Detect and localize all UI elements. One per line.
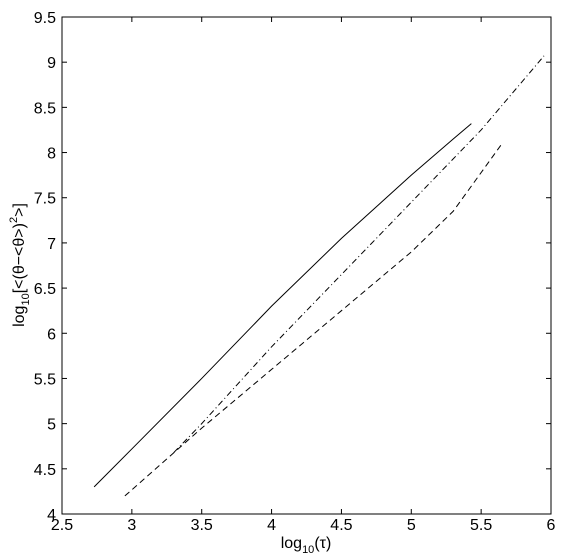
- y-tick-label: 7.5: [34, 191, 56, 208]
- y-tick-label: 4: [47, 507, 56, 524]
- line-series: [173, 55, 545, 453]
- y-tick-label: 4.5: [34, 462, 56, 479]
- x-tick-label: 5.5: [470, 517, 492, 534]
- x-tick-label: 3.5: [191, 517, 213, 534]
- x-tick-label: 2.5: [51, 517, 73, 534]
- y-axis-label: log10[<(θ−<θ>)2>]: [8, 203, 32, 327]
- y-tick-label: 8: [47, 146, 56, 163]
- line-series: [124, 143, 503, 497]
- y-tick-label: 5: [47, 417, 56, 434]
- line-series: [93, 123, 472, 488]
- x-tick-label: 3: [127, 517, 136, 534]
- x-axis-label: log10(τ): [281, 535, 332, 556]
- y-tick-label: 7: [47, 236, 56, 253]
- plot-frame: [61, 16, 552, 515]
- y-tick-label: 5.5: [34, 371, 56, 388]
- x-tick-label: 5: [407, 517, 416, 534]
- x-tick-label: 6: [547, 517, 556, 534]
- x-tick-label: 4.5: [330, 517, 352, 534]
- y-tick-label: 6: [47, 326, 56, 343]
- y-tick-label: 8.5: [34, 100, 56, 117]
- y-tick-label: 6.5: [34, 281, 56, 298]
- y-tick-label: 9.5: [34, 10, 56, 27]
- x-tick-label: 4: [267, 517, 276, 534]
- y-tick-label: 9: [47, 55, 56, 72]
